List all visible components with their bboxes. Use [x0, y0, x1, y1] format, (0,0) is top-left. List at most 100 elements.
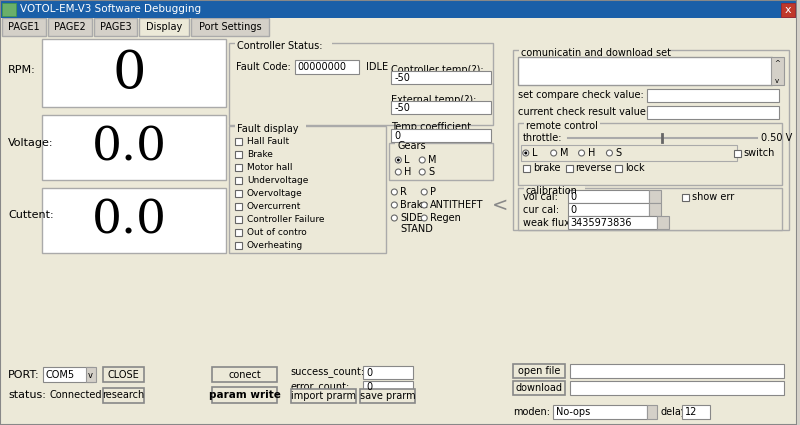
Text: 0: 0	[570, 192, 577, 201]
Circle shape	[395, 169, 402, 175]
Bar	[521, 145, 737, 161]
Text: 12: 12	[685, 407, 698, 417]
Text: Motor hall: Motor hall	[247, 162, 293, 172]
Text: <: <	[492, 196, 508, 215]
Text: remote control: remote control	[526, 121, 598, 131]
Bar	[734, 150, 741, 156]
Text: S: S	[615, 148, 622, 158]
Text: Controller Status:: Controller Status:	[237, 41, 322, 51]
Bar	[570, 381, 784, 395]
Text: v: v	[88, 371, 93, 380]
Bar	[361, 389, 415, 403]
Text: M: M	[428, 155, 437, 165]
Bar	[395, 141, 426, 151]
Text: Controller temp(?):: Controller temp(?):	[391, 65, 484, 75]
Text: STAND: STAND	[400, 224, 433, 234]
Text: Connected: Connected	[50, 390, 102, 400]
Text: No-ops: No-ops	[556, 407, 590, 417]
Text: 0: 0	[570, 204, 577, 215]
Text: import prarm: import prarm	[290, 391, 356, 401]
Bar	[229, 43, 493, 125]
Text: vol cal:: vol cal:	[523, 192, 558, 202]
Bar	[235, 190, 242, 196]
Text: Regen: Regen	[430, 213, 461, 223]
Bar	[43, 367, 93, 382]
Bar	[518, 123, 782, 185]
Circle shape	[395, 157, 402, 163]
Text: PAGE3: PAGE3	[100, 22, 131, 32]
Circle shape	[524, 151, 527, 155]
Text: error_count:: error_count:	[290, 383, 350, 393]
Text: calibration: calibration	[526, 186, 578, 196]
Bar	[235, 150, 242, 158]
Bar	[235, 124, 306, 134]
Text: H: H	[587, 148, 595, 158]
Bar	[647, 106, 778, 119]
Bar	[235, 241, 242, 249]
Text: lock: lock	[626, 163, 645, 173]
Bar	[42, 115, 226, 180]
Text: L: L	[404, 155, 410, 165]
Bar	[139, 18, 190, 36]
Text: COM5: COM5	[46, 370, 75, 380]
Bar	[42, 39, 226, 107]
Text: RPM:: RPM:	[8, 65, 36, 75]
Text: Overcurrent: Overcurrent	[247, 201, 302, 210]
Text: switch: switch	[744, 148, 775, 158]
Bar	[2, 18, 46, 36]
Bar	[235, 164, 242, 170]
Bar	[518, 188, 782, 230]
Bar	[102, 367, 144, 382]
Bar	[235, 202, 242, 210]
Bar	[615, 164, 622, 172]
Bar	[519, 48, 668, 58]
Text: P: P	[430, 187, 436, 197]
Bar	[553, 405, 647, 419]
Text: H: H	[404, 167, 412, 177]
Bar	[391, 101, 491, 114]
Text: Out of contro: Out of contro	[247, 227, 306, 236]
Text: open file: open file	[518, 366, 560, 376]
Bar	[42, 188, 226, 253]
Text: reverse: reverse	[575, 163, 612, 173]
Text: ^: ^	[774, 60, 780, 66]
Circle shape	[422, 202, 427, 208]
Text: Gears: Gears	[398, 141, 426, 151]
Text: Hall Fault: Hall Fault	[247, 136, 289, 145]
Bar	[86, 367, 95, 382]
Text: PAGE2: PAGE2	[54, 22, 86, 32]
Text: 0: 0	[394, 130, 401, 141]
Bar	[658, 216, 669, 229]
Bar	[363, 381, 414, 394]
Text: delay:: delay:	[660, 407, 690, 417]
Text: set compare check value:: set compare check value:	[518, 90, 643, 100]
Bar	[235, 138, 242, 145]
Text: throttle:: throttle:	[523, 133, 562, 143]
Circle shape	[578, 150, 585, 156]
Text: PORT:: PORT:	[8, 370, 39, 380]
Bar	[518, 57, 772, 85]
Bar	[781, 3, 794, 17]
Text: PAGE1: PAGE1	[8, 22, 40, 32]
Text: 0.0: 0.0	[92, 125, 167, 170]
Bar	[235, 215, 242, 223]
Bar	[363, 366, 414, 379]
Text: Overheating: Overheating	[247, 241, 303, 249]
Bar	[568, 190, 650, 203]
Bar	[229, 126, 386, 253]
Text: R: R	[400, 187, 407, 197]
Circle shape	[391, 202, 398, 208]
Circle shape	[422, 215, 427, 221]
Bar	[524, 186, 585, 196]
Bar	[682, 193, 689, 201]
Text: 0.0: 0.0	[92, 198, 167, 244]
Text: S: S	[428, 167, 434, 177]
Bar	[102, 388, 144, 403]
Text: Overvoltage: Overvoltage	[247, 189, 302, 198]
Bar	[2, 3, 16, 16]
Bar	[647, 405, 658, 419]
Bar	[647, 89, 778, 102]
Text: -50: -50	[394, 73, 410, 82]
Bar	[390, 143, 493, 180]
Text: success_count:: success_count:	[290, 368, 365, 378]
